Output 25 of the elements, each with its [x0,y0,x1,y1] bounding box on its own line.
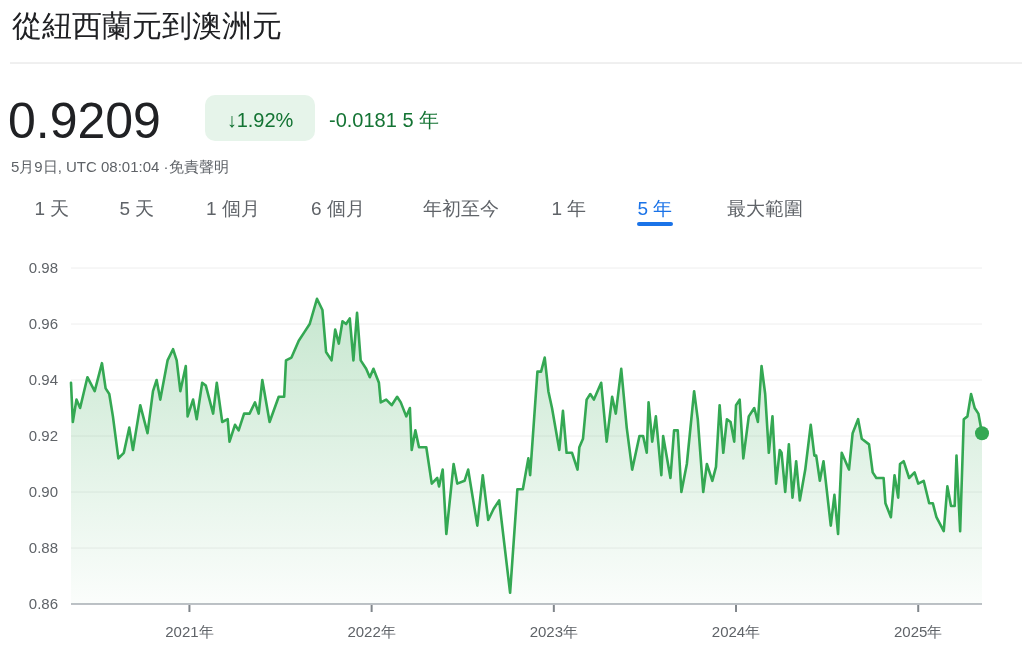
text: 最大範圍 [727,198,803,219]
text: 5 年 [637,198,673,219]
x-tick-label: 2025年 [894,623,943,640]
text: 5月9日, UTC 08:01:04 ·免責聲明 [11,158,229,175]
text: 6 個月 [311,198,365,219]
text: 1 個月 [206,198,260,219]
y-tick-label: 0.98 [28,259,58,276]
y-tick-label: 0.96 [28,315,58,332]
text: -0.0181 5 年 [329,109,440,131]
y-tick-label: 0.94 [28,371,58,388]
chart-title: 從紐西蘭元到澳洲元 [12,9,282,42]
x-tick-label: 2022年 [347,623,396,640]
text: ↓1.92% [226,109,294,131]
text: 5 天 [119,198,155,219]
chart-subtitle: 0.9209 [8,93,161,149]
x-tick-label: 2023年 [529,623,579,640]
text: 1 年 [551,198,587,219]
y-tick-label: 0.88 [28,539,58,556]
x-tick-label: 2021年 [165,623,214,640]
x-tick-label: 2024年 [711,623,761,640]
y-tick-label: 0.90 [28,483,58,500]
text: 年初至今 [423,198,499,219]
y-tick-label: 0.92 [28,427,58,444]
y-tick-label: 0.86 [28,595,58,612]
text: 1 天 [34,198,70,219]
